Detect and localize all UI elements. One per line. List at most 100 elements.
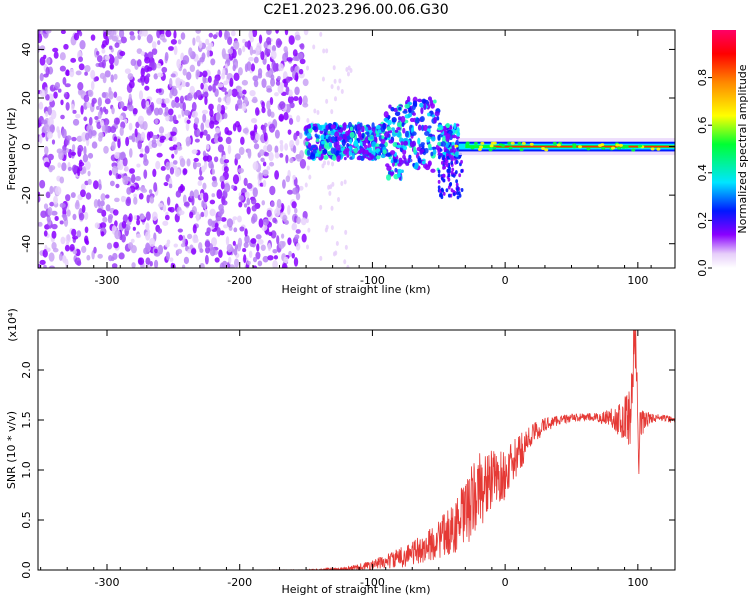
noise-blob (79, 40, 86, 50)
noise-blob (124, 118, 128, 124)
noise-blob (71, 228, 77, 237)
band-blob (364, 126, 369, 132)
noise-blob (57, 88, 62, 93)
noise-blob (209, 247, 216, 257)
noise-blob (252, 256, 258, 263)
band-blob (403, 157, 407, 164)
noise-blob (218, 30, 223, 38)
noise-blob (69, 68, 75, 78)
noise-blob (191, 195, 195, 206)
band-blob (391, 116, 397, 123)
noise-blob (220, 104, 226, 115)
noise-blob (106, 242, 113, 250)
spectrogram-ytick-label: -20 (20, 186, 33, 204)
noise-blob (77, 82, 84, 91)
carrier-blob (552, 141, 557, 145)
band-blob (456, 195, 460, 200)
noise-blob (170, 73, 176, 78)
noise-blob (93, 77, 97, 82)
noise-blob (262, 125, 267, 135)
noise-blob (252, 187, 258, 198)
noise-blob (285, 175, 291, 183)
noise-blob (305, 218, 309, 224)
noise-blob (113, 241, 119, 249)
noise-blob (176, 248, 183, 254)
noise-blob (118, 115, 124, 121)
band-blob (431, 146, 437, 151)
noise-blob (75, 113, 81, 119)
band-blob (370, 154, 375, 160)
noise-blob (338, 78, 342, 84)
band-blob (409, 141, 415, 148)
noise-blob (109, 64, 114, 70)
noise-blob (181, 264, 186, 268)
noise-blob (224, 30, 228, 41)
noise-blob (295, 138, 300, 146)
noise-blob (288, 250, 292, 258)
noise-blob (54, 215, 59, 222)
band-blob (343, 156, 347, 161)
band-blob (381, 135, 385, 140)
noise-blob (141, 78, 145, 86)
noise-blob (287, 205, 291, 216)
noise-blob (256, 42, 262, 52)
band-blob (419, 102, 424, 108)
noise-blob (87, 178, 92, 186)
carrier-blob (479, 145, 484, 149)
noise-blob (168, 108, 174, 116)
noise-blob (151, 48, 158, 56)
noise-blob (262, 218, 269, 226)
carrier-blob (529, 142, 534, 146)
noise-blob (255, 251, 261, 260)
carrier-blob (617, 146, 622, 150)
noise-blob (149, 196, 155, 204)
noise-blob (38, 263, 41, 268)
noise-blob (248, 56, 254, 62)
noise-blob (322, 48, 326, 54)
band-blob (356, 156, 361, 161)
noise-blob (198, 176, 204, 181)
noise-blob (292, 49, 298, 57)
noise-blob (266, 88, 273, 93)
noise-blob (109, 126, 117, 134)
band-blob (354, 124, 358, 131)
noise-blob (276, 198, 282, 209)
noise-blob (178, 234, 183, 241)
noise-blob (108, 214, 114, 220)
noise-blob (48, 252, 55, 262)
noise-blob (111, 107, 115, 115)
band-blob (454, 170, 458, 175)
band-blob (391, 127, 395, 132)
noise-blob (38, 30, 41, 35)
noise-blob (226, 218, 234, 228)
noise-blob (223, 80, 229, 86)
noise-blob (198, 40, 203, 49)
noise-blob (302, 78, 309, 87)
noise-blob (145, 222, 150, 231)
band-blob (402, 110, 408, 114)
noise-blob (135, 121, 140, 129)
noise-blob (84, 64, 91, 73)
band-blob (371, 122, 375, 129)
band-blob (407, 157, 411, 164)
noise-blob (150, 101, 155, 112)
noise-blob (255, 133, 261, 141)
noise-blob (239, 226, 245, 232)
band-blob (335, 150, 340, 156)
noise-blob (113, 117, 120, 125)
noise-blob (38, 101, 44, 110)
noise-blob (272, 62, 279, 72)
snr-xtick-label: -200 (227, 576, 252, 589)
noise-blob (291, 201, 297, 209)
spectrogram-marks (38, 30, 675, 268)
noise-blob (286, 57, 293, 62)
noise-blob (143, 247, 149, 255)
noise-blob (167, 207, 172, 212)
band-blob (440, 160, 444, 165)
noise-blob (60, 30, 66, 35)
noise-blob (189, 211, 194, 219)
band-blob (309, 154, 316, 160)
band-blob (328, 141, 333, 148)
noise-blob (142, 120, 148, 131)
noise-blob (93, 180, 99, 190)
